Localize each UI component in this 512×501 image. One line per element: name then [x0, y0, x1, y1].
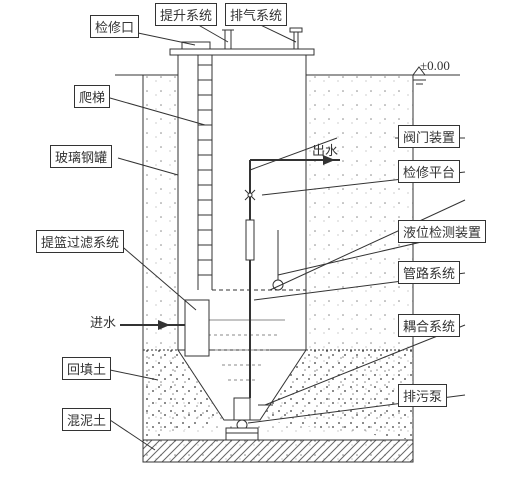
label-piping-system: 管路系统 [398, 261, 460, 284]
label-sewage-pump: 排污泵 [398, 384, 447, 407]
label-inlet: 进水 [90, 312, 116, 331]
label-datum: ±0.00 [420, 58, 450, 74]
label-lifting-system: 提升系统 [155, 3, 217, 26]
label-valve-device: 阀门装置 [398, 125, 460, 148]
label-backfill: 回填土 [62, 357, 111, 380]
label-ladder: 爬梯 [74, 85, 110, 108]
label-level-detector: 液位检测装置 [398, 220, 486, 243]
label-outlet: 出水 [312, 140, 338, 159]
label-concrete: 混泥土 [62, 408, 111, 431]
label-inspection-port: 检修口 [90, 15, 139, 38]
label-basket-filter: 提篮过滤系统 [36, 230, 124, 253]
label-frp-tank: 玻璃钢罐 [50, 145, 112, 168]
label-coupling-system: 耦合系统 [398, 314, 460, 337]
label-exhaust-system: 排气系统 [225, 3, 287, 26]
label-maintenance-platform: 检修平台 [398, 160, 460, 183]
